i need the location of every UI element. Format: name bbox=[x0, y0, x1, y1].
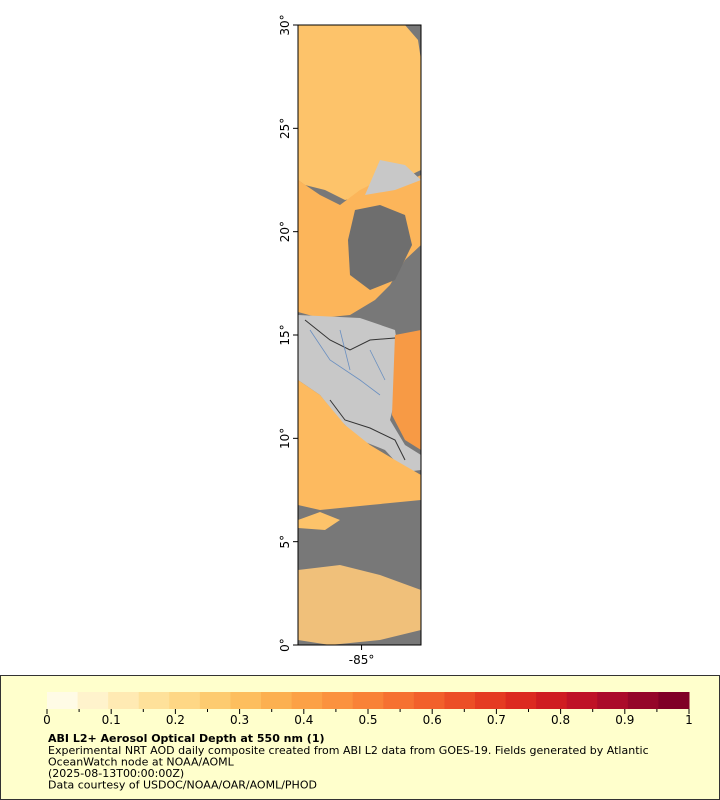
colorbar-segment bbox=[261, 692, 293, 709]
lat-tick-label: 10° bbox=[278, 428, 292, 449]
caption-line: (2025-08-13T00:00:00Z) bbox=[48, 767, 184, 780]
colorbar-segment bbox=[383, 692, 415, 709]
caption-line: OceanWatch node at NOAA/AOML bbox=[48, 756, 235, 769]
colorbar-segment bbox=[291, 692, 323, 709]
colorbar-tick-label: 0.6 bbox=[423, 713, 442, 727]
colorbar-segment bbox=[566, 692, 598, 709]
lat-tick-label: 20° bbox=[278, 221, 292, 242]
colorbar-tick-label: 0.5 bbox=[358, 713, 377, 727]
colorbar-segment bbox=[352, 692, 384, 709]
colorbar-tick-label: 0.3 bbox=[230, 713, 249, 727]
lon-tick-label: -85° bbox=[349, 653, 375, 667]
lat-tick-label: 5° bbox=[278, 535, 292, 549]
colorbar-segment bbox=[322, 692, 354, 709]
colorbar-tick-label: 0 bbox=[43, 713, 51, 727]
colorbar-segment bbox=[169, 692, 201, 709]
colorbar-segment bbox=[108, 692, 140, 709]
colorbar-segment bbox=[47, 692, 79, 709]
colorbar-tick-label: 1 bbox=[685, 713, 693, 727]
colorbar-segment bbox=[444, 692, 476, 709]
colorbar-segment bbox=[658, 692, 690, 709]
caption-title: ABI L2+ Aerosol Optical Depth at 550 nm … bbox=[48, 732, 325, 745]
colorbar-segment bbox=[199, 692, 231, 709]
colorbar-tick-label: 0.7 bbox=[487, 713, 506, 727]
colorbar-tick-label: 0.8 bbox=[551, 713, 570, 727]
lat-tick-label: 15° bbox=[278, 324, 292, 345]
colorbar-tick-label: 0.9 bbox=[615, 713, 634, 727]
colorbar-segment bbox=[536, 692, 568, 709]
colorbar-segment bbox=[230, 692, 262, 709]
colorbar-tick-label: 0.4 bbox=[294, 713, 313, 727]
caption-line: Data courtesy of USDOC/NOAA/OAR/AOML/PHO… bbox=[48, 779, 317, 792]
colorbar-tick-label: 0.1 bbox=[102, 713, 121, 727]
colorbar-tick-label: 0.2 bbox=[166, 713, 185, 727]
lat-tick-label: 0° bbox=[278, 638, 292, 652]
colorbar-segment bbox=[475, 692, 507, 709]
caption-line: Experimental NRT AOD daily composite cre… bbox=[48, 744, 649, 757]
colorbar-segment bbox=[138, 692, 170, 709]
colorbar-segment bbox=[505, 692, 537, 709]
colorbar-segment bbox=[627, 692, 659, 709]
colorbar-segment bbox=[413, 692, 445, 709]
lat-tick-label: 30° bbox=[278, 14, 292, 35]
colorbar-segment bbox=[597, 692, 629, 709]
colorbar-segment bbox=[77, 692, 109, 709]
map-imagery bbox=[297, 24, 422, 646]
lat-tick-label: 25° bbox=[278, 118, 292, 139]
